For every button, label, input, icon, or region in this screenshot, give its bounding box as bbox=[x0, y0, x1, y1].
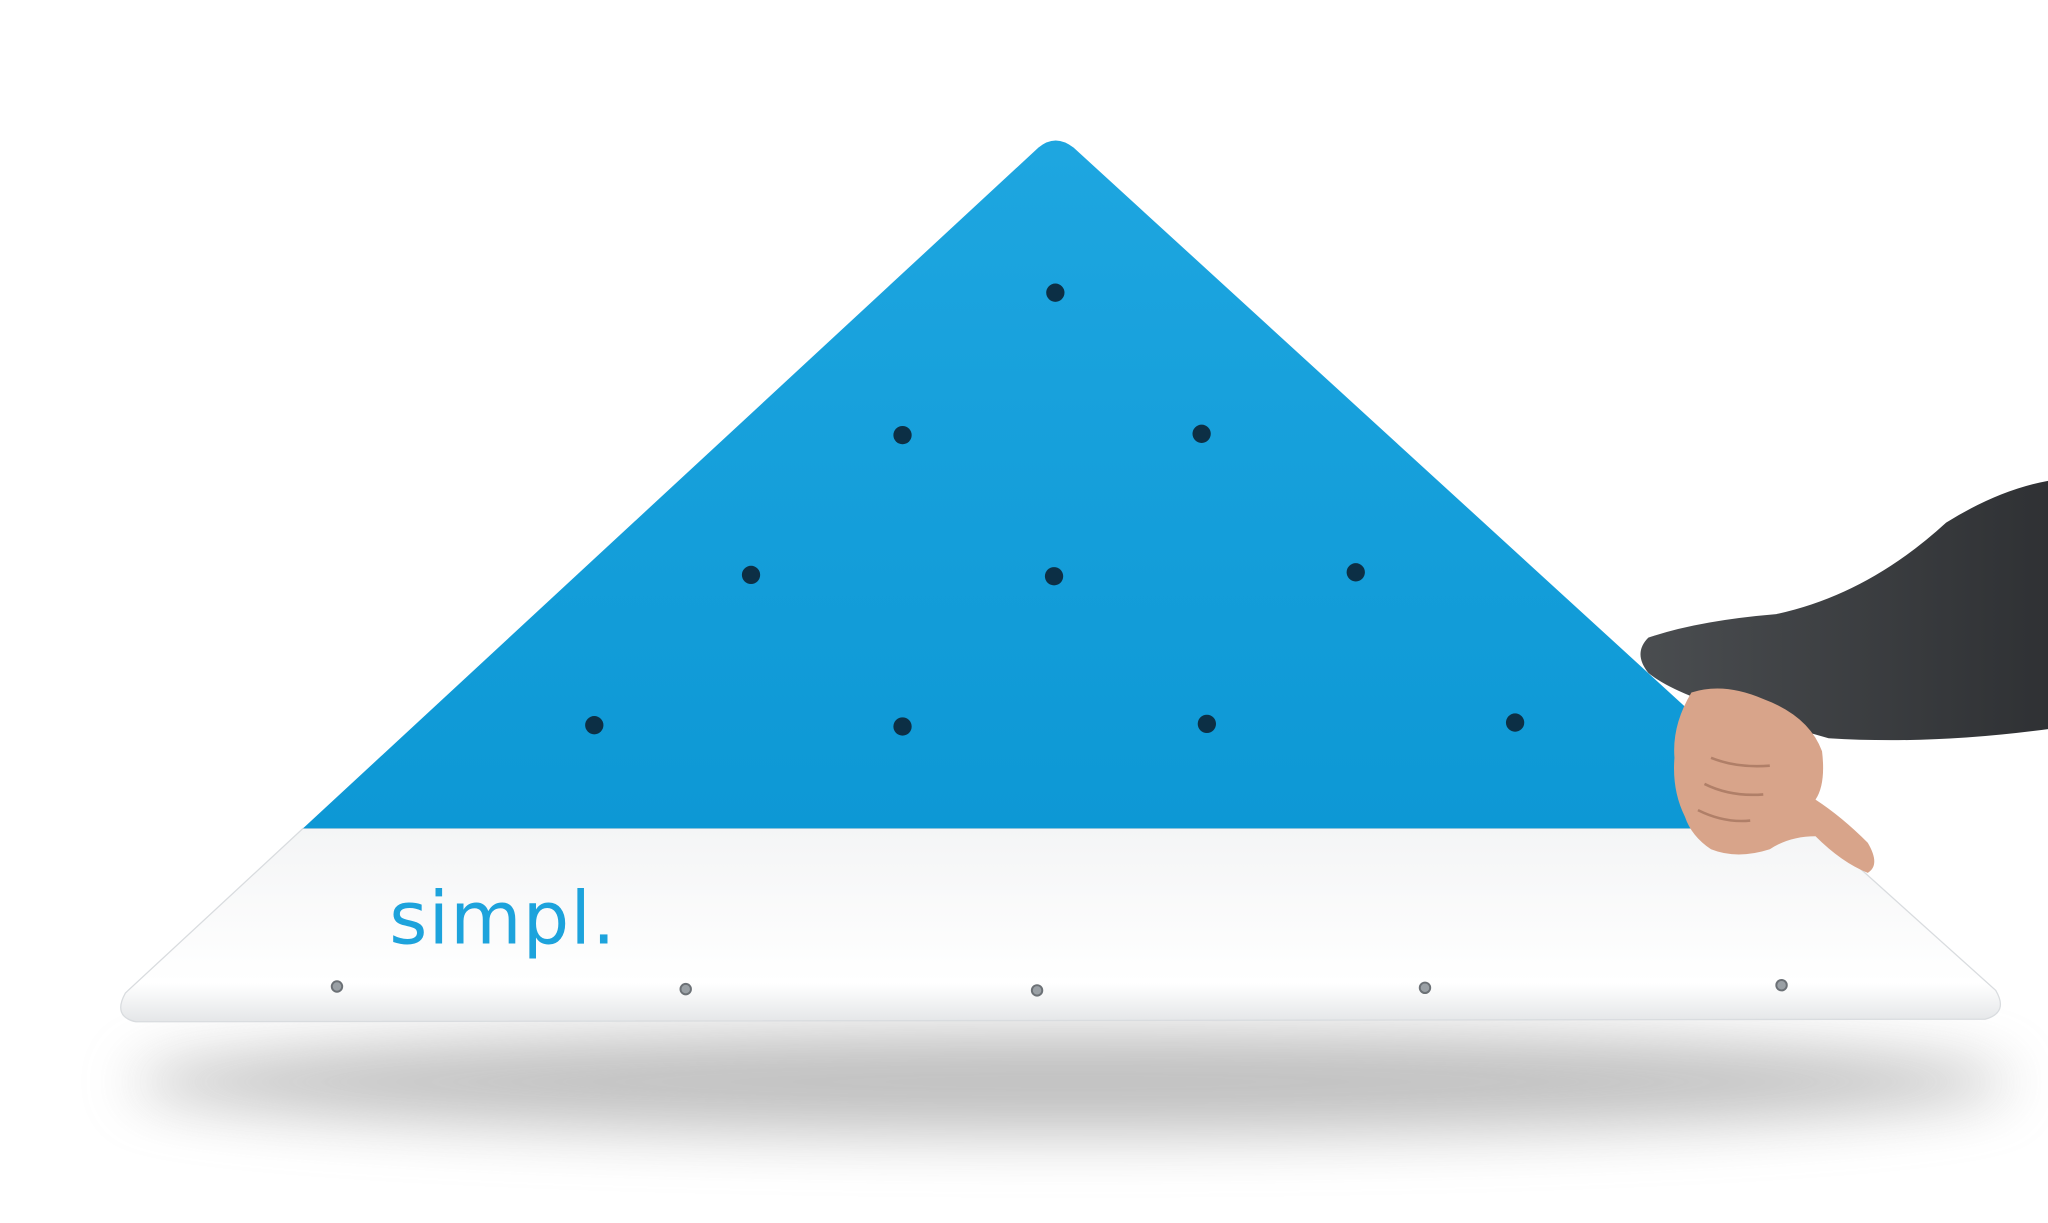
hole bbox=[1197, 714, 1216, 734]
knuckles bbox=[1697, 756, 1770, 823]
bolt bbox=[330, 980, 344, 993]
base bbox=[120, 827, 2002, 1023]
bolt bbox=[1775, 978, 1788, 992]
hole bbox=[1346, 563, 1365, 582]
shadow bbox=[130, 1029, 2012, 1135]
hole bbox=[1046, 283, 1065, 302]
hole bbox=[1505, 713, 1525, 732]
hole bbox=[1192, 424, 1211, 443]
hole bbox=[893, 425, 912, 445]
hole bbox=[741, 565, 761, 585]
bolt bbox=[1418, 981, 1432, 995]
hole bbox=[1044, 567, 1064, 586]
bolt bbox=[679, 982, 692, 996]
bolts bbox=[330, 978, 1788, 997]
hole bbox=[893, 717, 912, 736]
holes bbox=[585, 283, 1525, 736]
bolt bbox=[1030, 984, 1044, 997]
hole bbox=[585, 716, 604, 735]
hand bbox=[1674, 688, 1875, 873]
pad bbox=[303, 140, 1819, 829]
sleeve bbox=[1640, 480, 2048, 741]
logo: simpl. bbox=[389, 876, 616, 961]
